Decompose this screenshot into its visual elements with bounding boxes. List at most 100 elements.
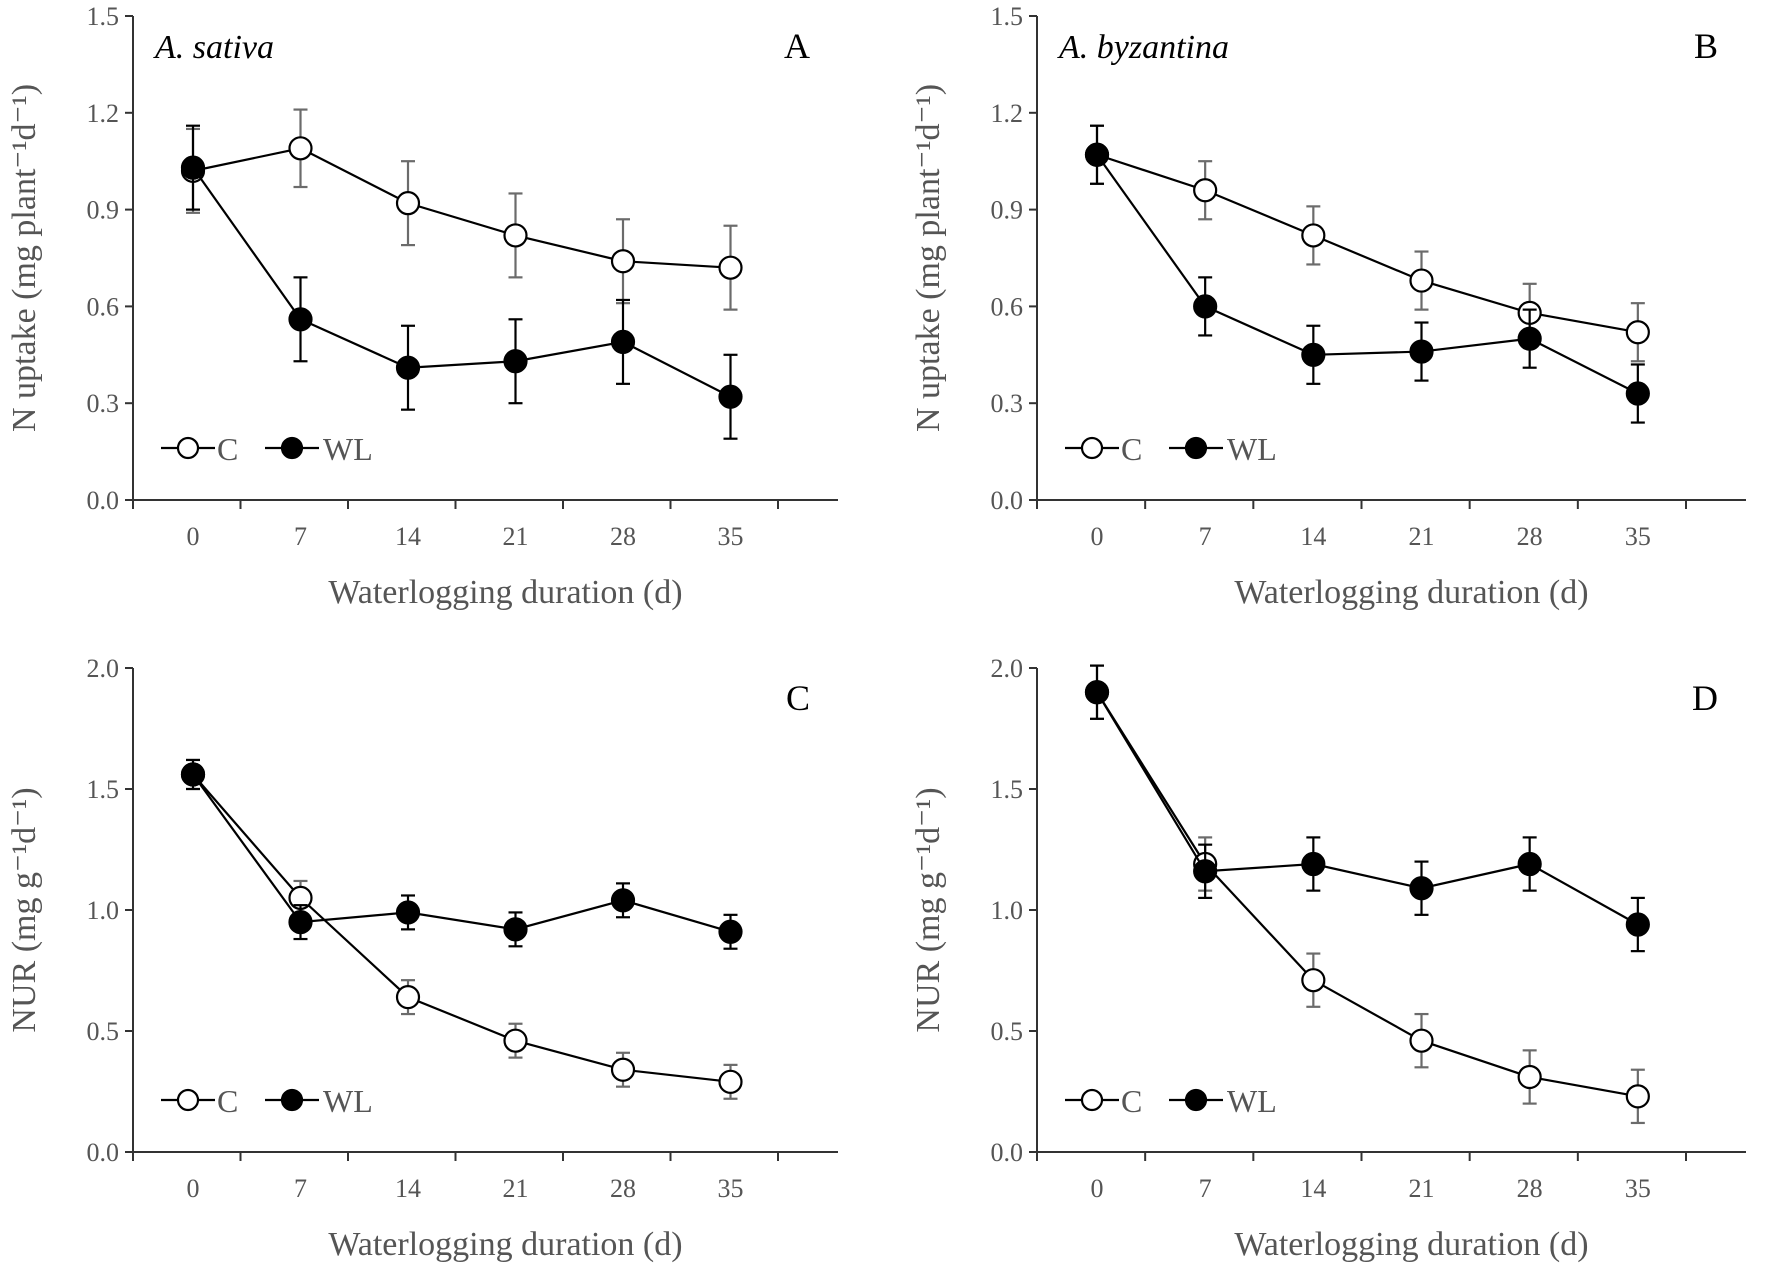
data-point	[1409, 339, 1434, 364]
y-tick-label: 0.3	[991, 389, 1024, 418]
x-tick-label: 21	[503, 1174, 529, 1203]
x-tick-label: 28	[610, 522, 636, 551]
x-tick-label: 0	[187, 522, 200, 551]
legend-label: WL	[1227, 431, 1277, 467]
y-tick-label: 1.0	[87, 896, 120, 925]
legend: C WL	[161, 431, 373, 467]
legend-marker	[1184, 436, 1208, 460]
data-point	[610, 888, 636, 913]
data-point	[1517, 851, 1542, 877]
panel-letter: C	[786, 678, 810, 718]
series-C	[180, 108, 743, 311]
series-C	[1084, 124, 1650, 363]
y-tick-label: 2.0	[991, 654, 1024, 683]
data-point	[1301, 223, 1326, 248]
data-point	[610, 1057, 636, 1082]
data-point	[395, 900, 421, 925]
legend-marker	[280, 1088, 304, 1112]
series-WL	[1084, 124, 1650, 424]
data-point	[180, 762, 206, 787]
x-tick-label: 21	[1409, 1174, 1435, 1203]
y-tick-label: 0.9	[991, 196, 1024, 225]
legend: C WL	[1065, 431, 1277, 467]
legend-label: WL	[323, 431, 373, 467]
x-tick-label: 35	[1625, 522, 1651, 551]
panel-C: 0.0 0.5 1.0 1.5 2.0 0 7 14 21 28 35 Waterlogging du…	[6, 654, 838, 1263]
legend-label: C	[1121, 1083, 1142, 1119]
data-point	[1625, 912, 1650, 937]
data-point	[1193, 294, 1218, 319]
species-label: A. byzantina	[1057, 29, 1229, 66]
data-point	[288, 307, 313, 332]
data-point	[395, 985, 421, 1010]
legend-marker	[280, 436, 304, 460]
x-tick-label: 0	[1091, 522, 1104, 551]
series-line	[1096, 154, 1639, 395]
data-point	[1409, 268, 1434, 293]
x-axis-title: Waterlogging duration (d)	[328, 1226, 682, 1263]
x-tick-label: 14	[1300, 1174, 1326, 1203]
legend-label: C	[217, 1083, 238, 1119]
series-WL	[180, 124, 743, 440]
data-point	[503, 349, 528, 374]
x-tick-label: 14	[395, 1174, 421, 1203]
data-point	[1301, 342, 1326, 367]
y-axis-title: NUR (mg g⁻¹d⁻¹)	[910, 787, 947, 1032]
legend-marker	[1080, 1088, 1104, 1112]
y-tick-label: 0.5	[87, 1017, 120, 1046]
x-tick-label: 35	[718, 522, 744, 551]
x-tick-label: 7	[1199, 522, 1212, 551]
data-point	[395, 191, 421, 216]
y-axis-title: N uptake (mg plant⁻¹d⁻¹)	[910, 84, 947, 432]
x-tick-label: 14	[1300, 522, 1326, 551]
y-axis-title: N uptake (mg plant⁻¹d⁻¹)	[6, 84, 43, 432]
x-tick-label: 21	[1409, 522, 1435, 551]
data-point	[288, 136, 313, 161]
x-tick-label: 21	[503, 522, 529, 551]
y-tick-label: 0.5	[991, 1017, 1024, 1046]
x-tick-label: 7	[294, 1174, 307, 1203]
y-tick-label: 1.5	[991, 2, 1024, 31]
y-tick-label: 0.0	[991, 1138, 1024, 1167]
series-line	[192, 147, 731, 269]
data-point	[503, 223, 528, 248]
data-point	[610, 249, 636, 274]
data-point	[1301, 968, 1326, 993]
data-point	[395, 355, 421, 380]
series-line	[1096, 691, 1639, 926]
series-WL	[180, 758, 743, 950]
panel-letter: A	[784, 26, 810, 66]
x-axis-title: Waterlogging duration (d)	[1234, 1226, 1588, 1263]
x-tick-label: 35	[1625, 1174, 1651, 1203]
x-tick-label: 14	[395, 522, 421, 551]
x-tick-label: 35	[718, 1174, 744, 1203]
y-tick-label: 1.5	[87, 2, 120, 31]
x-tick-label: 0	[1091, 1174, 1104, 1203]
panel-D: 0.0 0.5 1.0 1.5 2.0 0 7 14 21 28 35 Waterlogging du…	[910, 654, 1746, 1263]
data-point	[610, 329, 636, 354]
data-point	[1625, 320, 1650, 345]
y-tick-label: 1.5	[991, 775, 1024, 804]
legend: C WL	[1065, 1083, 1277, 1119]
y-tick-label: 0.6	[991, 292, 1024, 321]
y-tick-label: 0.3	[87, 389, 120, 418]
data-point	[1301, 851, 1326, 877]
x-tick-label: 0	[187, 1174, 200, 1203]
data-point	[1084, 142, 1110, 167]
y-tick-label: 2.0	[87, 654, 120, 683]
series-C	[180, 758, 743, 1100]
data-point	[718, 919, 743, 944]
data-point	[1193, 859, 1218, 884]
legend-label: C	[1121, 431, 1142, 467]
x-tick-label: 28	[1517, 1174, 1543, 1203]
y-axis-title: NUR (mg g⁻¹d⁻¹)	[6, 787, 43, 1032]
y-tick-label: 1.2	[87, 99, 120, 128]
legend-label: C	[217, 431, 238, 467]
legend: C WL	[161, 1083, 373, 1119]
legend-marker	[1080, 436, 1104, 460]
species-label: A. sativa	[153, 29, 274, 66]
data-point	[503, 917, 528, 942]
x-tick-label: 7	[294, 522, 307, 551]
panel-B: 0.0 0.3 0.6 0.9 1.2 1.5 0 7 14 21 28 35 Waterlogging…	[910, 2, 1746, 611]
